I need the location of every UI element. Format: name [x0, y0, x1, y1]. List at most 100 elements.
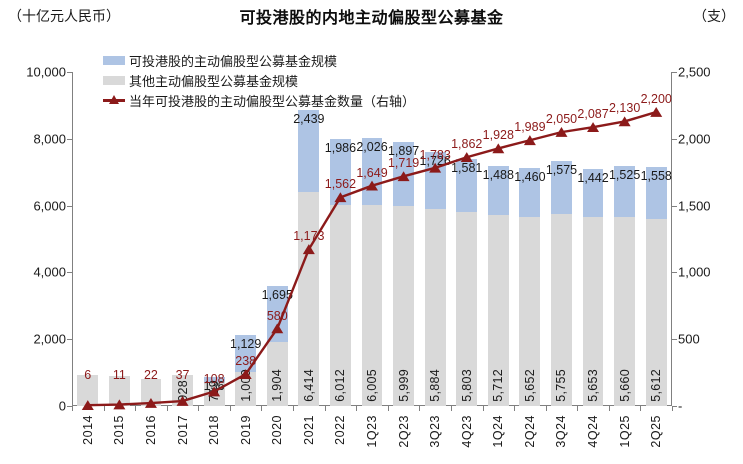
x-tick [72, 406, 73, 411]
y-axis-right-tick-label: 2,000 [678, 131, 711, 147]
line-value-label: 11 [112, 368, 126, 382]
bar-segment-other-scale[interactable] [487, 215, 509, 406]
bar-value-label-hk-eligible: 1,442 [577, 171, 609, 186]
line-value-label: 1,173 [293, 229, 325, 244]
bar-group[interactable]: 5,660 [614, 72, 636, 406]
bar-segment-other-scale[interactable] [108, 375, 130, 406]
triangle-marker-icon[interactable] [144, 397, 157, 408]
x-axis-tick-label: 3Q24 [554, 415, 569, 448]
bar-segment-hk-eligible-scale[interactable] [298, 110, 320, 192]
bar-group[interactable]: 5,653 [582, 72, 604, 406]
legend-item-label: 可投港股的主动偏股型公募基金规模 [129, 54, 338, 69]
bar-group[interactable]: 5,712 [487, 72, 509, 406]
bar-group[interactable]: 6,414 [298, 72, 320, 406]
x-tick [293, 406, 295, 411]
line-value-label: 37 [175, 368, 190, 382]
x-tick [672, 406, 673, 411]
bar-segment-other-scale[interactable] [424, 209, 446, 406]
line-value-label: 2,087 [577, 107, 609, 122]
x-tick [229, 406, 231, 411]
bar-value-label-hk-eligible: 2,439 [293, 112, 325, 127]
bar-segment-hk-eligible-scale[interactable] [235, 334, 257, 373]
bar-segment-hk-eligible-scale[interactable] [582, 169, 604, 218]
x-axis-tick-label: 2019 [238, 415, 253, 445]
line-value-label: 1,649 [356, 165, 388, 180]
line-value-label: 2,050 [545, 112, 578, 127]
triangle-marker-icon[interactable] [81, 400, 94, 410]
bar-group[interactable]: 6,012 [330, 72, 351, 406]
bar-group[interactable] [77, 72, 99, 406]
bar-segment-other-scale[interactable] [614, 216, 636, 406]
triangle-marker-icon[interactable] [302, 244, 315, 255]
legend-item-2[interactable]: 其他主动偏股型公募基金规模 [103, 72, 415, 89]
y-axis-right-tick-label: 1,500 [678, 198, 711, 214]
bar-segment-hk-eligible-scale[interactable] [266, 285, 288, 343]
line-value-label: 1,928 [482, 128, 514, 143]
x-axis-tick-label: 2016 [143, 415, 158, 445]
bar-segment-hk-eligible-scale[interactable] [645, 166, 667, 219]
bar-segment-hk-eligible-scale[interactable] [519, 168, 541, 218]
bar-segment-other-scale[interactable] [519, 217, 541, 406]
bar-segment-other-scale[interactable] [140, 379, 162, 406]
bar-segment-hk-eligible-scale[interactable] [456, 159, 478, 213]
bar-segment-other-scale[interactable] [551, 213, 572, 406]
bar-group[interactable]: 5,803 [456, 72, 478, 406]
bar-value-label-hk-eligible: 1,695 [261, 287, 293, 302]
y-axis-left-tick-label: 0 [58, 398, 66, 414]
bar-segment-hk-eligible-scale[interactable] [551, 161, 572, 214]
y-tick-right [672, 72, 677, 73]
bar-group[interactable] [140, 72, 162, 406]
bar-segment-other-scale[interactable] [456, 212, 478, 406]
bar-segment-other-scale[interactable] [77, 375, 99, 406]
triangle-marker-icon[interactable] [271, 323, 284, 334]
bar-segment-other-scale[interactable] [235, 372, 257, 406]
bar-segment-other-scale[interactable] [298, 191, 320, 406]
y-axis-right-tick-label: 1,000 [678, 264, 711, 280]
bar-value-label-hk-eligible: 1,897 [387, 144, 420, 159]
triangle-marker-icon[interactable] [523, 135, 536, 146]
x-tick [261, 406, 263, 411]
bar-segment-hk-eligible-scale[interactable] [487, 165, 509, 216]
legend-item-1[interactable]: 可投港股的主动偏股型公募基金规模 [103, 52, 415, 69]
legend-item-label: 其他主动偏股型公募基金规模 [129, 74, 299, 89]
triangle-marker-icon[interactable] [650, 106, 663, 117]
bar-group[interactable]: 1,009 [235, 72, 257, 406]
legend-item-3[interactable]: 当年可投港股的主动偏股型公募基金数量（右轴） [103, 92, 415, 109]
triangle-marker-icon[interactable] [460, 152, 473, 163]
triangle-marker-icon[interactable] [208, 386, 221, 397]
bar-group[interactable]: 5,612 [645, 72, 667, 406]
bar-segment-other-scale[interactable] [266, 342, 288, 406]
bar-segment-other-scale[interactable] [361, 205, 383, 406]
x-axis-tick-label: 4Q23 [459, 415, 474, 448]
triangle-marker-icon[interactable] [618, 116, 631, 127]
bar-group[interactable]: 5,999 [393, 72, 414, 406]
triangle-marker-icon[interactable] [397, 171, 410, 182]
bar-segment-other-scale[interactable] [582, 217, 604, 406]
bar-segment-other-scale[interactable] [393, 205, 414, 406]
line-series-layer [81, 106, 663, 410]
triangle-marker-icon[interactable] [429, 162, 442, 173]
triangle-marker-icon[interactable] [334, 192, 347, 203]
triangle-marker-icon[interactable] [555, 127, 568, 137]
bar-group[interactable] [108, 72, 130, 406]
y-tick-left [67, 272, 72, 274]
bar-segment-hk-eligible-scale[interactable] [330, 138, 351, 206]
triangle-marker-icon[interactable] [239, 369, 252, 380]
plot-area: 10,000 8,000 6,000 4,000 2,000 0 2,500 2,000 1,… [26, 65, 710, 448]
bar-group[interactable]: 5,755 [551, 72, 572, 406]
y-tick-left [67, 339, 72, 341]
triangle-marker-icon[interactable] [113, 399, 126, 410]
triangle-marker-icon[interactable] [492, 143, 505, 154]
bar-segment-other-scale[interactable] [645, 218, 667, 406]
x-tick [608, 406, 610, 411]
bar-segment-hk-eligible-scale[interactable] [614, 166, 636, 217]
bar-group[interactable]: 5,652 [519, 72, 541, 406]
bar-value-label-hk-eligible: 1,129 [230, 336, 262, 351]
bar-segment-hk-eligible-scale[interactable] [203, 377, 225, 382]
triangle-marker-icon[interactable] [366, 180, 378, 191]
triangle-marker-icon[interactable] [587, 122, 600, 132]
bar-group[interactable]: 1,904 [266, 72, 288, 406]
triangle-marker-icon[interactable] [176, 395, 189, 406]
bar-segment-other-scale[interactable] [330, 205, 351, 406]
line-value-label: 6 [84, 368, 92, 382]
